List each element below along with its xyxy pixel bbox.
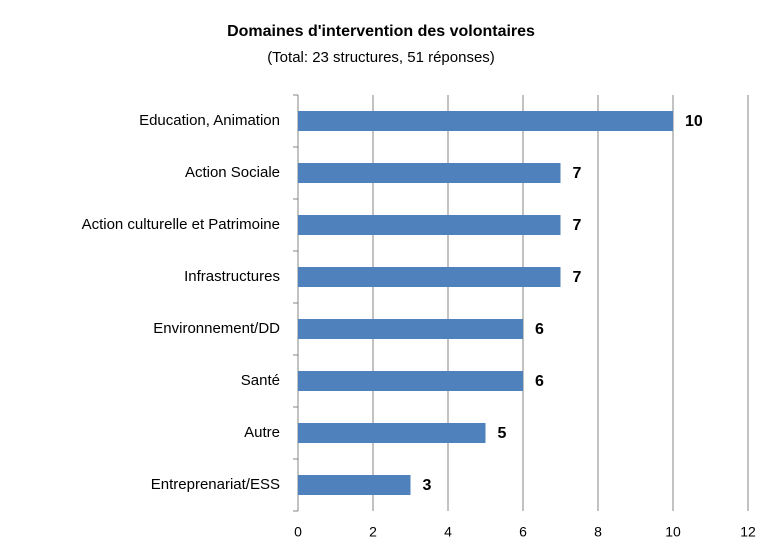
bar xyxy=(298,371,523,391)
bar xyxy=(298,319,523,339)
data-label: 6 xyxy=(535,373,544,390)
bar xyxy=(298,215,561,235)
x-tick-label: 2 xyxy=(369,524,377,540)
chart-title: Domaines d'intervention des volontaires xyxy=(227,23,535,40)
y-tick-label: Entreprenariat/ESS xyxy=(151,476,280,493)
y-tick-label: Education, Animation xyxy=(139,112,280,129)
y-tick-label: Environnement/DD xyxy=(153,320,280,337)
x-tick-label: 10 xyxy=(665,524,681,540)
chart-subtitle: (Total: 23 structures, 51 réponses) xyxy=(267,49,495,66)
y-tick-label: Santé xyxy=(241,372,280,389)
y-tick-label: Action Sociale xyxy=(185,164,280,181)
data-label: 7 xyxy=(573,165,582,182)
x-tick-label: 0 xyxy=(294,524,302,540)
y-tick-label: Infrastructures xyxy=(184,268,280,285)
bar xyxy=(298,475,411,495)
bar xyxy=(298,267,561,287)
x-tick-label: 6 xyxy=(519,524,527,540)
data-label: 7 xyxy=(573,269,582,286)
x-tick-label: 12 xyxy=(740,524,756,540)
data-label: 10 xyxy=(685,113,703,130)
y-tick-label: Action culturelle et Patrimoine xyxy=(82,216,280,233)
data-label: 5 xyxy=(498,425,507,442)
x-tick-label: 4 xyxy=(444,524,452,540)
bar xyxy=(298,111,673,131)
y-tick-label: Autre xyxy=(244,424,280,441)
bar xyxy=(298,423,486,443)
data-label: 6 xyxy=(535,321,544,338)
bar xyxy=(298,163,561,183)
data-label: 7 xyxy=(573,217,582,234)
data-label: 3 xyxy=(423,477,432,494)
x-tick-label: 8 xyxy=(594,524,602,540)
